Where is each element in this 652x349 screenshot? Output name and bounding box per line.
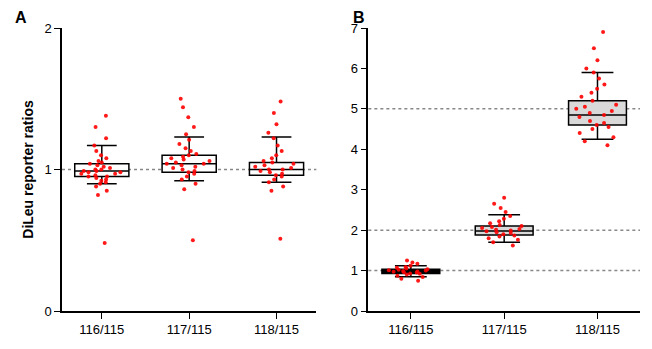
svg-text:116/115: 116/115 [388, 322, 433, 337]
svg-text:0: 0 [351, 304, 358, 319]
svg-text:2: 2 [44, 21, 51, 36]
svg-text:7: 7 [351, 21, 358, 36]
svg-text:117/115: 117/115 [167, 322, 212, 337]
svg-text:117/115: 117/115 [482, 322, 527, 337]
svg-text:6: 6 [351, 61, 358, 76]
svg-text:1: 1 [44, 162, 51, 177]
svg-text:5: 5 [351, 101, 358, 116]
svg-text:0: 0 [44, 304, 51, 319]
svg-text:B: B [353, 9, 365, 26]
svg-text:DiLeu reporter ratios: DiLeu reporter ratios [20, 100, 36, 239]
svg-text:1: 1 [351, 263, 358, 278]
svg-text:118/115: 118/115 [254, 322, 299, 337]
svg-text:118/115: 118/115 [575, 322, 620, 337]
svg-text:4: 4 [351, 142, 358, 157]
svg-text:2: 2 [351, 223, 358, 238]
svg-text:116/115: 116/115 [79, 322, 124, 337]
svg-text:3: 3 [351, 182, 358, 197]
svg-text:A: A [15, 9, 27, 26]
